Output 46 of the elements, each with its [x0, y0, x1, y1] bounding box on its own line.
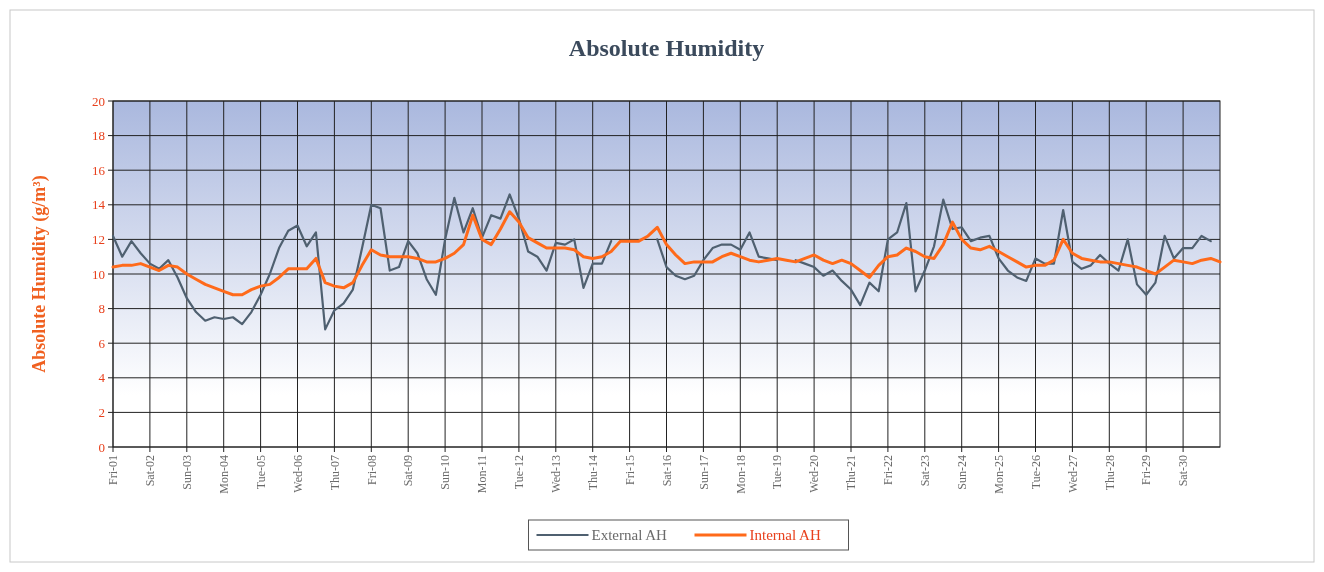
x-tick-label: Sun-10	[438, 455, 453, 490]
y-tick-label: 14	[92, 197, 106, 213]
x-tick-label: Mon-04	[216, 455, 231, 494]
x-tick-label: Wed-13	[549, 455, 563, 493]
x-tick-label: Mon-25	[991, 455, 1006, 494]
y-tick-label: 0	[98, 439, 105, 455]
y-tick-label: 4	[98, 370, 106, 386]
x-tick-label: Tue-05	[253, 455, 268, 490]
x-tick-label: Tue-26	[1028, 455, 1043, 490]
y-tick-label: 8	[98, 301, 105, 317]
x-tick-label: Wed-06	[290, 455, 305, 493]
x-tick-label: Sat-16	[659, 455, 674, 487]
y-tick-label: 6	[98, 335, 106, 351]
x-tick-label: Fri-15	[622, 455, 637, 485]
y-tick-label: 2	[98, 404, 105, 420]
x-tick-label: Sat-09	[401, 455, 416, 487]
x-tick-label: Mon-18	[733, 455, 748, 494]
x-tick-label: Tue-12	[512, 455, 527, 490]
y-tick-label: 10	[92, 266, 105, 282]
chart-title: Absolute Humidity	[568, 35, 765, 61]
x-tick-label: Fri-29	[1139, 455, 1154, 485]
x-tick-label: Sat-02	[143, 455, 158, 487]
x-tick-label: Fri-08	[364, 455, 379, 485]
x-tick-label: Wed-27	[1065, 455, 1080, 493]
x-tick-label: Sun-24	[954, 455, 969, 490]
y-axis-title: Absolute Humidity (g/m³)	[29, 175, 50, 373]
x-tick-label: Fri-01	[106, 455, 121, 485]
y-tick-label: 16	[92, 162, 106, 178]
y-tick-label: 12	[92, 231, 105, 247]
x-tick-label: Fri-22	[881, 455, 896, 485]
x-tick-label: Tue-19	[770, 455, 785, 490]
y-tick-label: 18	[92, 128, 105, 144]
x-tick-label: Wed-20	[807, 455, 822, 493]
x-tick-label: Thu-07	[327, 455, 342, 491]
x-tick-label: Thu-28	[1102, 455, 1117, 491]
x-tick-label: Mon-11	[475, 455, 490, 494]
legend-label: Internal AH	[749, 527, 821, 544]
y-tick-label: 20	[92, 93, 105, 109]
legend-label: External AH	[591, 527, 668, 544]
x-tick-label: Sat-23	[918, 455, 932, 487]
x-tick-label: Sun-17	[696, 455, 711, 490]
x-tick-label: Sun-03	[180, 455, 194, 490]
line-series	[111, 210, 1222, 297]
x-tick-label: Thu-21	[844, 455, 859, 491]
x-tick-label: Thu-14	[585, 455, 600, 491]
x-tick-label: Sat-30	[1176, 455, 1191, 487]
